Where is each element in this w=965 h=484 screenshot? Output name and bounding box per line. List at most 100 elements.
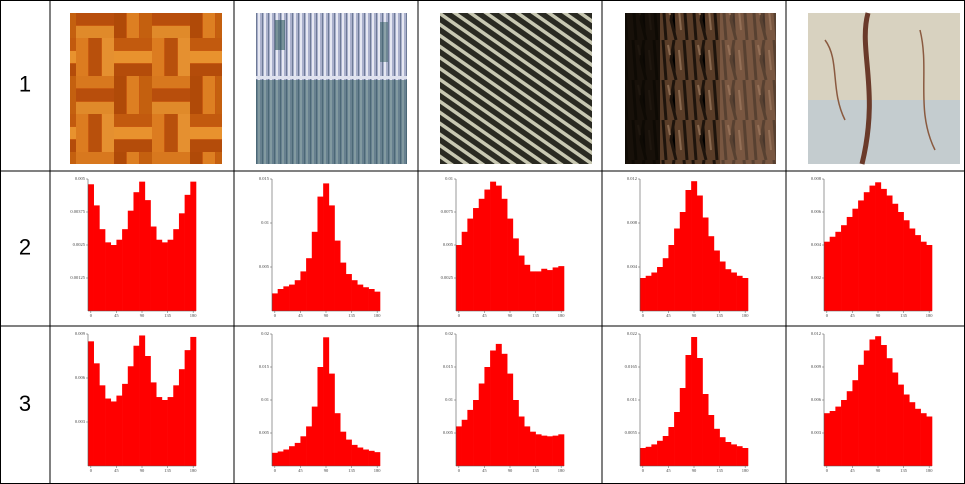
histogram-bar	[892, 204, 898, 311]
histogram-bar	[496, 344, 502, 466]
x-tick-label: 135	[348, 313, 356, 318]
histogram-bar	[864, 351, 870, 467]
histogram-bar	[904, 220, 910, 311]
histogram-bar	[173, 385, 179, 466]
histogram-bar	[691, 181, 697, 311]
y-tick-label: 0.008	[627, 220, 638, 225]
x-tick-label: 45	[850, 468, 855, 473]
histogram-bar	[168, 397, 174, 466]
x-tick-label: 135	[900, 468, 908, 473]
histogram-bar	[190, 182, 196, 311]
histogram-bar	[111, 245, 117, 311]
y-tick-label: 0.003	[811, 430, 822, 435]
histogram-bar	[323, 183, 329, 311]
x-tick-label: 180	[558, 313, 566, 318]
histogram-bar	[283, 286, 289, 311]
x-tick-label: 180	[374, 468, 382, 473]
histogram-bar	[835, 232, 841, 311]
histogram-bar	[524, 265, 530, 311]
histogram-bar	[105, 242, 111, 311]
histogram-bar	[190, 337, 196, 466]
histogram-bar	[363, 450, 369, 467]
histogram-bar	[697, 358, 703, 466]
histogram-bar	[915, 235, 921, 311]
histogram-bar	[484, 190, 490, 311]
histogram-bar	[536, 271, 542, 311]
histogram-bar	[289, 285, 295, 311]
histogram-bar	[300, 271, 306, 311]
histogram-bar	[680, 212, 686, 311]
histogram-bar	[646, 447, 652, 466]
histogram-bar	[122, 229, 128, 311]
histogram-bar	[88, 184, 94, 311]
histogram-bar	[824, 413, 830, 466]
histogram-bar	[858, 365, 864, 466]
x-tick-label: 180	[190, 313, 198, 318]
x-tick-label: 135	[532, 468, 540, 473]
histogram-bar	[875, 336, 881, 466]
histogram-bar	[340, 263, 346, 311]
histogram-bar	[680, 388, 686, 466]
y-tick-label: 0.008	[811, 176, 822, 181]
y-tick-label: 0.015	[259, 176, 270, 181]
histogram-bar	[501, 199, 507, 311]
y-tick-label: 0.015	[443, 364, 454, 369]
y-tick-label: 0.011	[627, 397, 637, 402]
histogram-bar	[685, 355, 691, 466]
y-tick-label: 0.0075	[441, 209, 454, 214]
x-tick-label: 0	[458, 468, 461, 473]
histogram-bar	[541, 269, 547, 311]
x-tick-label: 45	[298, 313, 303, 318]
histogram-bar	[841, 225, 847, 311]
histogram-bar	[553, 267, 559, 311]
histogram-bar	[714, 251, 720, 312]
histogram-bar	[663, 436, 669, 466]
texture-marble	[808, 13, 960, 164]
histogram-bar	[685, 190, 691, 311]
texture-parquet	[70, 13, 222, 164]
x-tick-label: 180	[190, 468, 198, 473]
histogram-bar	[640, 448, 646, 466]
histogram-bar	[456, 426, 462, 466]
histogram-bar	[558, 266, 564, 311]
histogram-bar	[116, 240, 122, 311]
histogram-bar	[887, 358, 893, 466]
histogram-bar	[369, 289, 375, 311]
histogram-bar	[484, 367, 490, 466]
x-tick-label: 45	[298, 468, 303, 473]
histogram-bar	[731, 273, 737, 312]
histogram-bar	[99, 385, 105, 466]
x-tick-label: 135	[164, 313, 172, 318]
histogram-chart: 0.0050.010.0150.0204590135180	[259, 331, 381, 473]
histogram-bar	[926, 417, 932, 467]
x-tick-label: 90	[876, 468, 881, 473]
y-tick-label: 0.0055	[625, 430, 638, 435]
histogram-bar	[156, 240, 162, 311]
x-tick-label: 90	[140, 313, 145, 318]
x-tick-label: 135	[532, 313, 540, 318]
histogram-bar	[507, 374, 513, 466]
y-tick-label: 0.004	[627, 264, 638, 269]
histogram-bar	[128, 211, 134, 311]
histogram-bar	[501, 354, 507, 466]
histogram-bar	[340, 432, 346, 466]
histogram-bar	[640, 278, 646, 311]
histogram-bar	[869, 340, 875, 467]
texture-images	[70, 13, 960, 164]
histogram-bar	[490, 182, 496, 311]
histogram-bar	[185, 195, 191, 311]
histogram-bar	[496, 186, 502, 311]
histogram-bar	[139, 182, 145, 311]
histogram-bar	[651, 273, 657, 312]
x-tick-label: 135	[716, 313, 724, 318]
histogram-bar	[94, 363, 100, 466]
histogram-bar	[904, 395, 910, 467]
histogram-bar	[674, 412, 680, 466]
histogram-bar	[272, 453, 278, 466]
x-tick-label: 45	[482, 468, 487, 473]
histogram-bar	[524, 426, 530, 466]
histogram-bar	[720, 262, 726, 312]
x-tick-label: 90	[324, 468, 329, 473]
histogram-bar	[720, 437, 726, 466]
histogram-bar	[558, 434, 564, 466]
